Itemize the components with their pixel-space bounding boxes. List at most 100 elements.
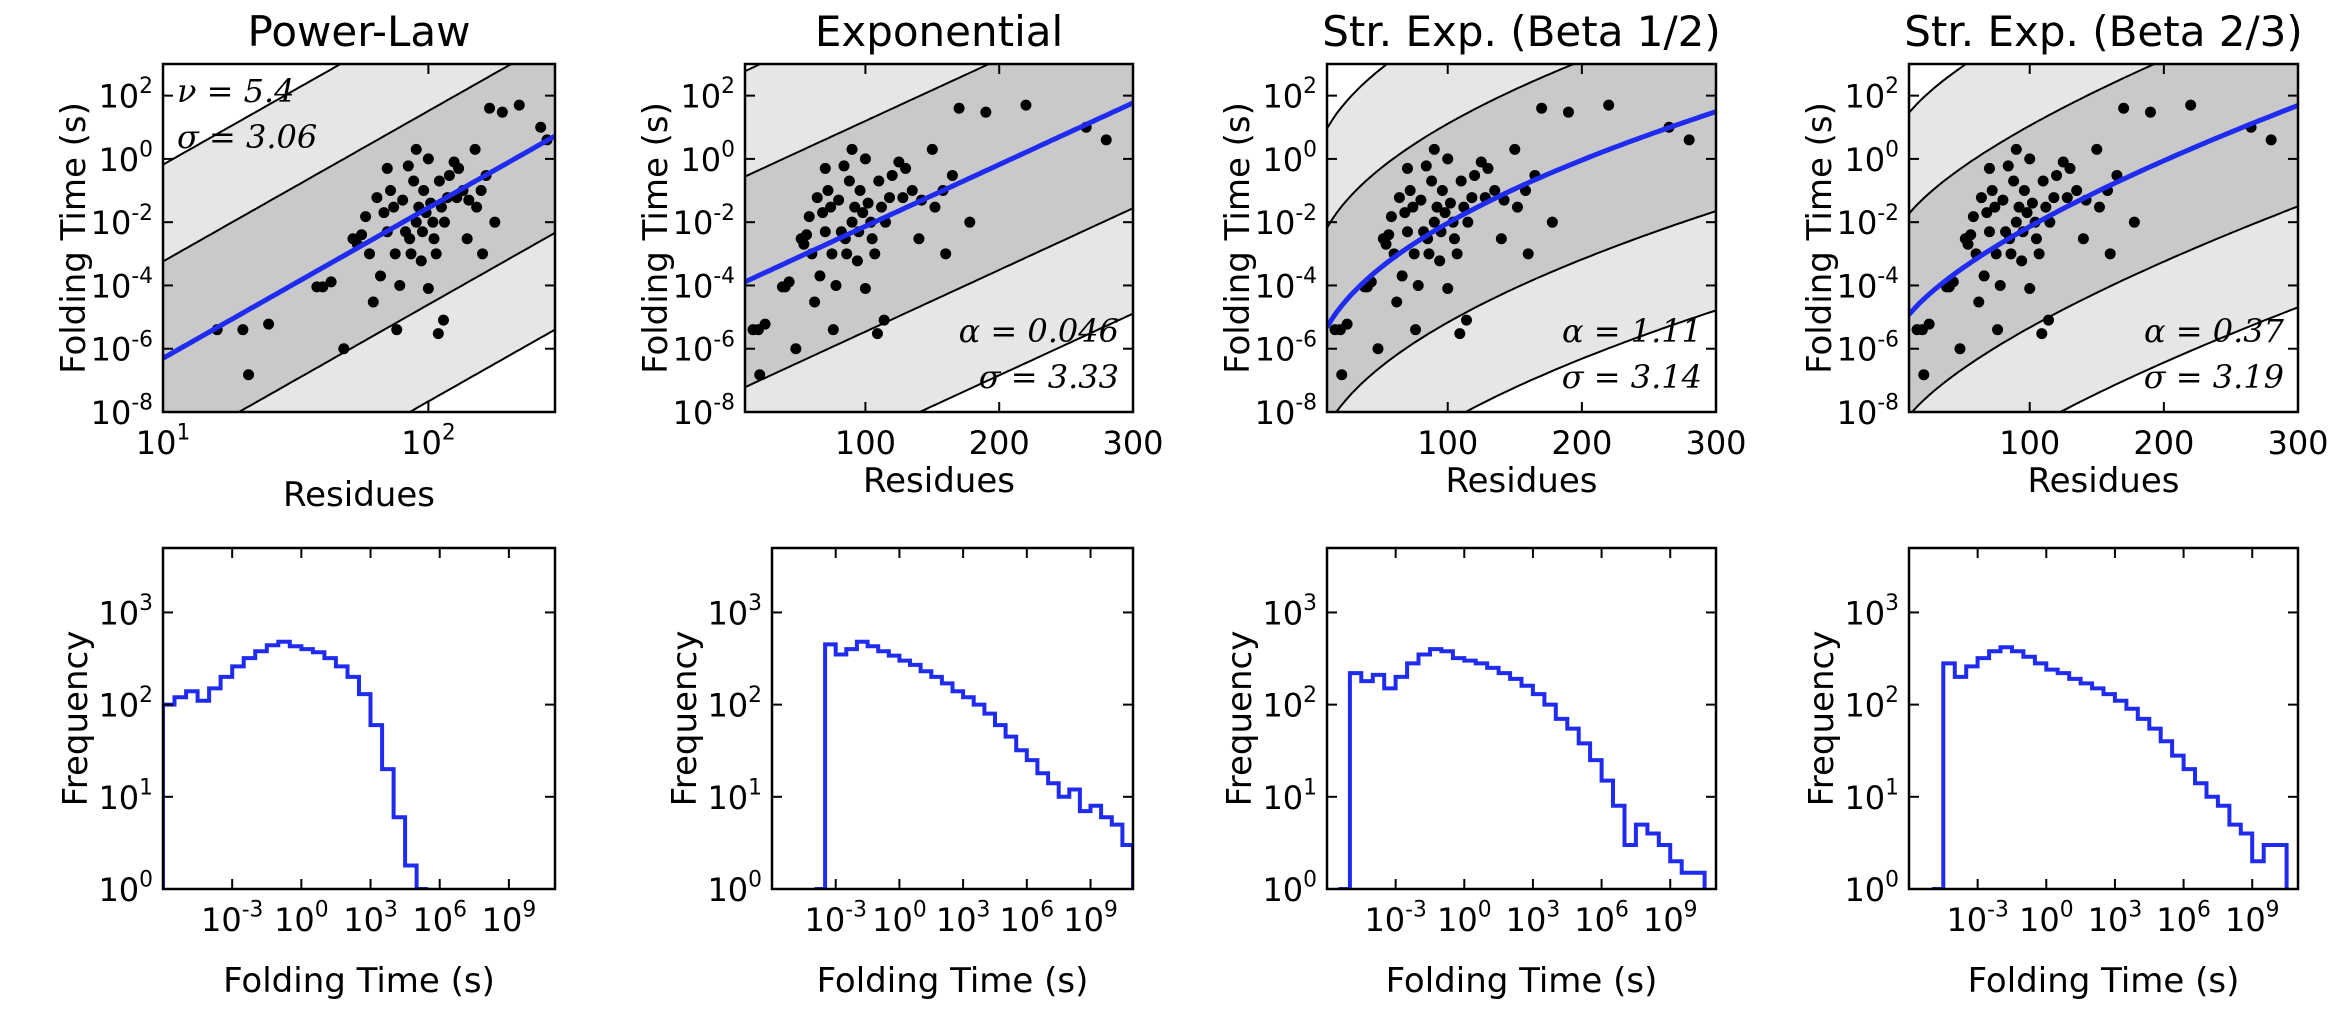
x-axis-label: Residues (2028, 461, 2180, 501)
data-point (2002, 160, 2014, 172)
data-point (754, 369, 766, 381)
y-tick-label: 10-4 (673, 264, 735, 305)
x-tick-label: 101 (136, 421, 191, 462)
x-axis-label: Folding Time (s) (1968, 961, 2240, 1001)
histogram-panel-3: 10-3 100 103 106 109100101102103FrequencyFol… (1220, 546, 1718, 1001)
data-point (1410, 324, 1422, 336)
x-tick-label: 10-3 (1946, 898, 2008, 939)
fit-annotation: σ = 3.06 (177, 118, 317, 156)
data-point (1482, 162, 1494, 174)
data-point (2037, 175, 2049, 187)
data-point (397, 194, 409, 206)
y-tick-label: 100 (98, 868, 153, 909)
x-tick-label: 106 (1574, 898, 1629, 939)
data-point (1380, 238, 1392, 250)
data-point (1444, 197, 1456, 209)
data-point (1415, 194, 1427, 206)
histogram-panel-2: 10-3 100 103 106 109100101102103FrequencyFol… (665, 546, 1135, 1001)
x-tick-label: 100 (1437, 898, 1492, 939)
data-point (1439, 207, 1451, 219)
data-point (338, 343, 350, 355)
data-point (1020, 99, 1032, 111)
data-point (437, 314, 449, 326)
y-tick-label: 100 (707, 868, 762, 909)
fit-annotation: α = 0.37 (2144, 312, 2285, 350)
data-point (2265, 134, 2277, 146)
data-point (430, 248, 442, 260)
data-point (1983, 226, 1995, 238)
fit-line (1327, 109, 1716, 329)
data-point (929, 201, 941, 213)
y-tick-label: 100 (98, 138, 153, 179)
histogram-line (163, 639, 429, 889)
data-point (1404, 185, 1416, 197)
y-axis-label: Frequency (1220, 631, 1260, 807)
x-tick-label: 200 (969, 424, 1030, 462)
fit-annotation: σ = 3.33 (979, 358, 1119, 396)
data-point (2010, 143, 2022, 155)
data-point (356, 229, 368, 241)
data-point (463, 194, 475, 206)
data-point (364, 248, 376, 260)
data-point (2018, 185, 2030, 197)
data-point (416, 226, 428, 238)
data-point (237, 324, 249, 336)
data-point (1448, 233, 1460, 245)
y-tick-label: 100 (1844, 868, 1899, 909)
data-point (489, 216, 501, 228)
data-point (402, 160, 414, 172)
y-tick-label: 101 (98, 775, 153, 816)
scatter-panel-2: 100 200 300 10-8 10-6 10-4 10-2 100 102 Exponenti… (636, 7, 1164, 501)
data-point (1997, 194, 2009, 206)
data-point (759, 318, 771, 330)
y-tick-label: 10-4 (1255, 264, 1317, 305)
data-point (381, 162, 393, 174)
data-point (2008, 175, 2020, 187)
data-point (869, 248, 881, 260)
data-point (1412, 279, 1424, 291)
data-point (1989, 201, 2001, 213)
data-point (790, 343, 802, 355)
data-point (2048, 192, 2060, 204)
data-point (1981, 207, 1993, 219)
data-point (1536, 102, 1548, 114)
data-point (1978, 270, 1990, 282)
data-point (871, 328, 883, 340)
y-tick-label: 10-2 (1837, 201, 1899, 242)
data-point (408, 175, 420, 187)
y-tick-label: 100 (1262, 138, 1317, 179)
x-axis-label: Residues (1446, 461, 1598, 501)
band-boundary (745, 207, 1133, 389)
data-point (1975, 192, 1987, 204)
x-tick-label: 300 (2267, 424, 2328, 462)
data-point (846, 216, 858, 228)
data-point (811, 192, 823, 204)
data-point (1408, 248, 1420, 260)
data-point (243, 369, 255, 381)
data-point (886, 169, 898, 181)
data-point (433, 175, 445, 187)
data-point (1462, 216, 1474, 228)
fit-annotation: σ = 3.19 (2144, 358, 2284, 396)
data-point (1562, 106, 1574, 118)
data-point (317, 281, 329, 293)
data-point (410, 143, 422, 155)
data-point (453, 162, 465, 174)
y-tick-label: 101 (707, 775, 762, 816)
data-point (415, 255, 427, 267)
data-point (2021, 207, 2033, 219)
fit-line (745, 100, 1133, 285)
band-boundary (163, 64, 343, 166)
data-point (443, 169, 455, 181)
x-axis-label: Residues (863, 461, 1015, 501)
x-tick-label: 103 (2088, 898, 2143, 939)
data-point (427, 216, 439, 228)
data-point (833, 194, 845, 206)
data-point (838, 160, 850, 172)
y-tick-label: 100 (1262, 868, 1317, 909)
x-tick-label: 106 (1000, 898, 1055, 939)
data-point (798, 238, 810, 250)
inner-band (745, 64, 1133, 388)
plot-area (163, 64, 555, 412)
panel-title: Exponential (815, 7, 1063, 56)
